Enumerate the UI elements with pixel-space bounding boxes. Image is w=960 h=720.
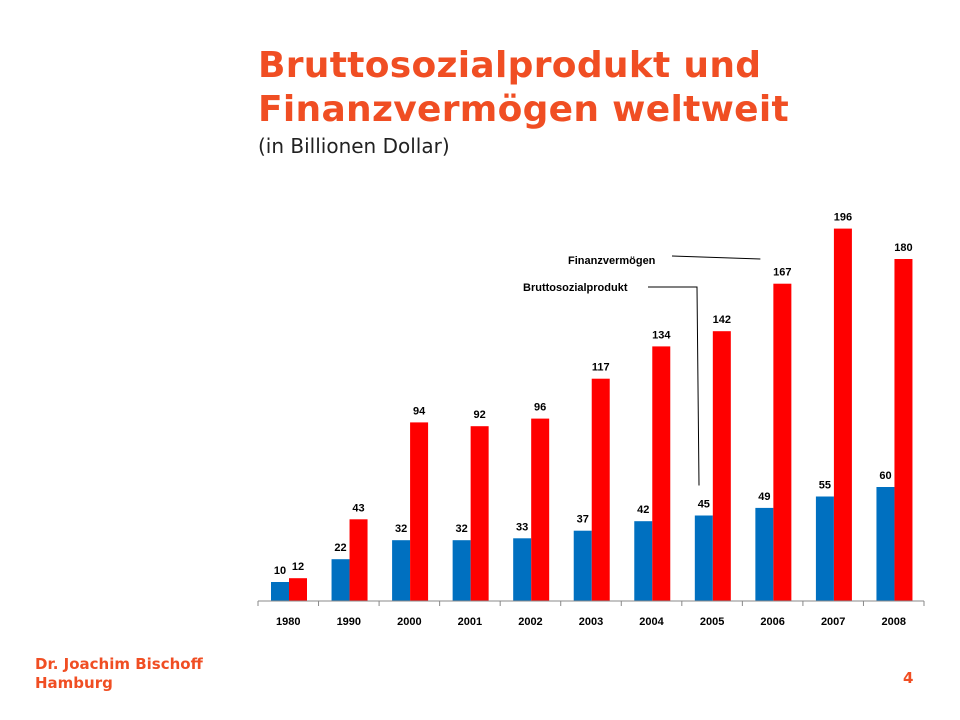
bsp-value-label-1980: 10 (274, 565, 286, 577)
page-number: 4 (903, 669, 914, 687)
fv-bar-2007 (833, 228, 852, 601)
title-line-1: Bruttosozialprodukt und (258, 45, 762, 86)
bars-layer (271, 228, 913, 601)
bsp-value-label-2004: 42 (637, 504, 649, 516)
slide-title: Bruttosozialprodukt und Finanzvermögen w… (258, 44, 789, 132)
bsp-bar-1990 (331, 559, 350, 601)
bsp-value-label-2003: 37 (577, 514, 589, 526)
fv-bar-1990 (349, 519, 368, 601)
x-tick-label-2000: 2000 (397, 616, 421, 628)
fv-bar-2004 (652, 346, 671, 601)
fv-bar-2005 (712, 331, 731, 601)
callout-label-finanzvermoegen: Finanzvermögen (568, 255, 656, 267)
fv-bar-2006 (773, 283, 792, 601)
bsp-value-label-2000: 32 (395, 523, 407, 535)
bsp-value-label-2008: 60 (879, 470, 891, 482)
bsp-bar-1980 (271, 582, 289, 601)
fv-value-label-2007: 196 (834, 212, 852, 224)
x-tick-label-2001: 2001 (458, 616, 482, 628)
fv-value-label-1980: 12 (292, 561, 304, 573)
callout-leader-bruttosozialprodukt (648, 286, 700, 486)
bsp-bar-2004 (634, 521, 653, 601)
bsp-bar-2001 (452, 540, 471, 601)
author-name: Dr. Joachim Bischoff (35, 655, 203, 673)
fv-value-label-2005: 142 (713, 314, 731, 326)
callout-layer: Finanzvermögen Bruttosozialprodukt (523, 255, 761, 486)
bsp-bar-2005 (694, 515, 713, 601)
bsp-bar-2007 (815, 496, 834, 601)
bsp-bar-2008 (876, 487, 895, 601)
author-location: Hamburg (35, 674, 113, 692)
bsp-bar-2003 (573, 530, 592, 601)
callout-leader-finanzvermoegen (671, 255, 761, 260)
callout-label-bruttosozialprodukt: Bruttosozialprodukt (523, 282, 628, 294)
bsp-value-label-2006: 49 (758, 491, 770, 503)
fv-value-label-2006: 167 (773, 267, 791, 279)
bsp-bar-2002 (513, 538, 532, 601)
fv-value-label-1990: 43 (352, 502, 364, 514)
x-tick-label-2005: 2005 (700, 616, 724, 628)
bsp-value-label-1990: 22 (334, 542, 346, 554)
x-axis: 1980 1990 2000 2001 2002 2003 2004 2005 2006 2007… (257, 600, 925, 628)
fv-value-label-2008: 180 (894, 242, 912, 254)
title-line-2: Finanzvermögen weltweit (258, 89, 790, 130)
fv-bar-2001 (470, 426, 489, 601)
fv-value-label-2000: 94 (413, 405, 426, 417)
value-labels-layer: 10 12 22 43 32 94 32 92 33 96 37 117 42 134 45 142 49 167… (274, 212, 913, 577)
bsp-value-label-2002: 33 (516, 521, 528, 533)
slide-subtitle: (in Billionen Dollar) (258, 134, 450, 158)
bsp-value-label-2007: 55 (819, 480, 831, 492)
bsp-bar-2006 (755, 507, 774, 601)
author-block: Dr. Joachim Bischoff Hamburg (35, 655, 203, 693)
bsp-value-label-2001: 32 (456, 523, 468, 535)
x-tick-label-2002: 2002 (518, 616, 542, 628)
fv-bar-2008 (894, 259, 913, 601)
fv-value-label-2003: 117 (592, 362, 610, 374)
x-tick-label-2007: 2007 (821, 616, 845, 628)
fv-bar-1980 (289, 578, 307, 601)
fv-value-label-2002: 96 (534, 402, 546, 414)
x-tick-label-1980: 1980 (276, 616, 300, 628)
fv-value-label-2001: 92 (474, 409, 486, 421)
x-tick-label-2008: 2008 (881, 616, 905, 628)
x-tick-label-2004: 2004 (639, 616, 664, 628)
x-tick-label-2006: 2006 (760, 616, 784, 628)
fv-bar-2000 (410, 422, 429, 601)
fv-bar-2002 (531, 418, 550, 601)
x-tick-label-1990: 1990 (337, 616, 361, 628)
fv-bar-2003 (591, 378, 610, 601)
x-tick-label-2003: 2003 (579, 616, 603, 628)
bsp-value-label-2005: 45 (698, 499, 710, 511)
fv-value-label-2004: 134 (652, 329, 671, 341)
bsp-bar-2000 (392, 540, 411, 601)
